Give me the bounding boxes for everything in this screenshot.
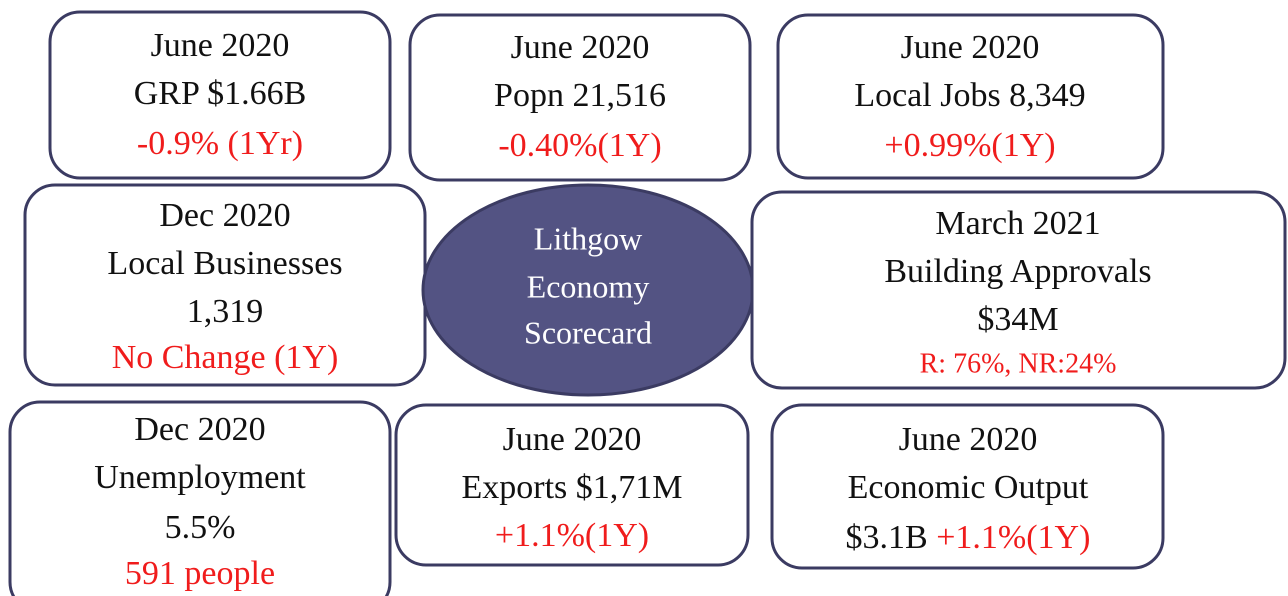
card-metric: Popn 21,516 [494,77,666,114]
card-change: +1.1%(1Y) [495,517,649,554]
card-value: 1,319 [187,293,264,330]
card-date: June 2020 [899,421,1038,458]
card-metric: GRP $1.66B [134,75,307,112]
card [8,400,392,596]
card-value: $34M [977,301,1058,338]
card-value: 5.5% [165,509,236,546]
card-change: -0.40%(1Y) [498,127,661,164]
card-change: +0.99%(1Y) [884,127,1055,164]
card-date: March 2021 [935,205,1100,242]
card [48,10,392,180]
card [408,13,752,182]
card-date: Dec 2020 [134,411,265,448]
card-value: $3.1B [846,519,928,556]
center-title: Scorecard [524,314,652,350]
card [750,190,1287,390]
center-title: Lithgow [534,220,642,256]
card [770,403,1165,570]
card-change: No Change (1Y) [112,339,339,376]
card-date: June 2020 [901,29,1040,66]
card-metric: Economic Output [848,469,1089,506]
center-title: Economy [527,268,650,304]
card-change: 591 people [125,555,275,592]
card-date: June 2020 [151,27,290,64]
card-metric: Local Businesses [107,245,342,282]
card-metric: Exports $1,71M [462,469,683,506]
card [394,403,750,567]
card-date: June 2020 [503,421,642,458]
card-metric: Unemployment [94,459,306,496]
card-change: +1.1%(1Y) [936,519,1090,556]
card-metric: Building Approvals [884,253,1151,290]
card [776,13,1165,180]
card-change: R: 76%, NR:24% [920,348,1117,379]
card-value-line: $3.1B +1.1%(1Y) [846,519,1091,556]
card-date: June 2020 [511,29,650,66]
card-change: -0.9% (1Yr) [137,125,303,162]
card-date: Dec 2020 [159,197,290,234]
card-metric: Local Jobs 8,349 [854,77,1085,114]
